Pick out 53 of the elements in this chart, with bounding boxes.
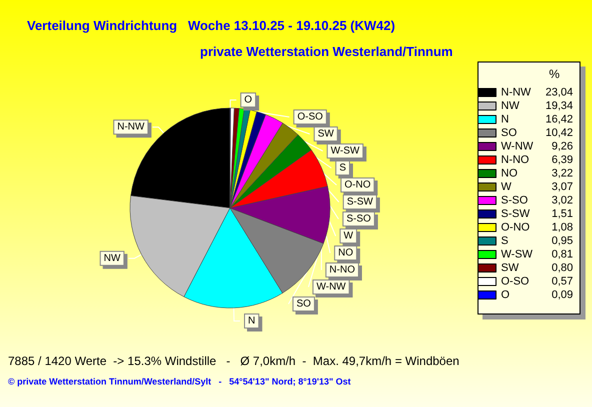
slice-label: NO bbox=[338, 248, 354, 258]
legend-label: N-NW bbox=[501, 86, 532, 98]
legend-label: N-NO bbox=[501, 154, 530, 166]
text: 7885 / 1420 Werte -> 15.3% Windstille - Ø 7,0km/h - Max. 49,7km/h = Windböen bbox=[8, 354, 460, 368]
data-label: 9,26 bbox=[552, 140, 573, 152]
legend-label: W-SW bbox=[501, 248, 534, 260]
data-label: 10,42 bbox=[545, 127, 573, 139]
slice-label: N-NW bbox=[117, 122, 146, 133]
data-label: 0,57 bbox=[552, 276, 573, 288]
legend-label: S bbox=[501, 235, 508, 247]
slice-label: N-NO bbox=[329, 264, 356, 276]
data-label: 19,34 bbox=[545, 100, 573, 112]
chart-title: Verteilung Windrichtung Woche 13.10.25 - 19.10.25 (KW42) bbox=[27, 18, 396, 33]
text: © private Wetterstation Tinnum/Westerland/Sylt - 54°54'13" Nord; 8°19'13" Ost bbox=[8, 376, 351, 386]
legend-label: O bbox=[501, 289, 510, 301]
slice-label: N bbox=[248, 316, 256, 326]
slice-label: NW bbox=[104, 252, 121, 264]
legend-label: O-SO bbox=[501, 276, 530, 288]
data-label: 3,02 bbox=[552, 194, 573, 206]
slice-label: S-SO bbox=[346, 214, 372, 224]
legend-label: W bbox=[501, 181, 512, 193]
legend-label: SO bbox=[501, 127, 518, 139]
slice-label: SW bbox=[318, 128, 334, 140]
legend-label: O-NO bbox=[501, 222, 530, 234]
slice-label: O bbox=[244, 94, 252, 106]
slice-label: W-SW bbox=[330, 146, 360, 156]
slice-label: S bbox=[339, 162, 346, 174]
data-label: 1,08 bbox=[552, 222, 573, 234]
slice-label: W bbox=[344, 230, 354, 242]
data-label: 16,42 bbox=[545, 114, 573, 126]
slice-label: O-NO bbox=[344, 180, 371, 190]
data-label: 0,81 bbox=[552, 248, 573, 260]
slice-label: S-SW bbox=[346, 196, 374, 208]
legend-label: SW bbox=[501, 262, 520, 274]
legend-label: NW bbox=[501, 100, 520, 112]
legend-label: W-NW bbox=[501, 140, 534, 152]
legend-label: NO bbox=[501, 168, 518, 180]
data-label: 0,80 bbox=[552, 262, 573, 274]
legend-label: N bbox=[501, 114, 509, 126]
data-label: 0,09 bbox=[552, 289, 573, 301]
slice-label: O-SO bbox=[297, 112, 324, 122]
slice-label: SO bbox=[296, 298, 312, 310]
data-label: 3,22 bbox=[552, 168, 573, 180]
legend-label: S-SW bbox=[501, 208, 530, 220]
data-label: 23,04 bbox=[545, 86, 573, 98]
data-label: 0,95 bbox=[552, 235, 573, 247]
chart-subtitle: private Wetterstation Westerland/Tinnum bbox=[200, 44, 453, 59]
data-label: 6,39 bbox=[552, 154, 573, 166]
legend-label: S-SO bbox=[501, 194, 528, 206]
data-label: 1,51 bbox=[552, 208, 573, 220]
legend-title: % bbox=[549, 67, 560, 81]
data-label: 3,07 bbox=[552, 181, 573, 193]
slice-label: W-NW bbox=[316, 282, 346, 292]
